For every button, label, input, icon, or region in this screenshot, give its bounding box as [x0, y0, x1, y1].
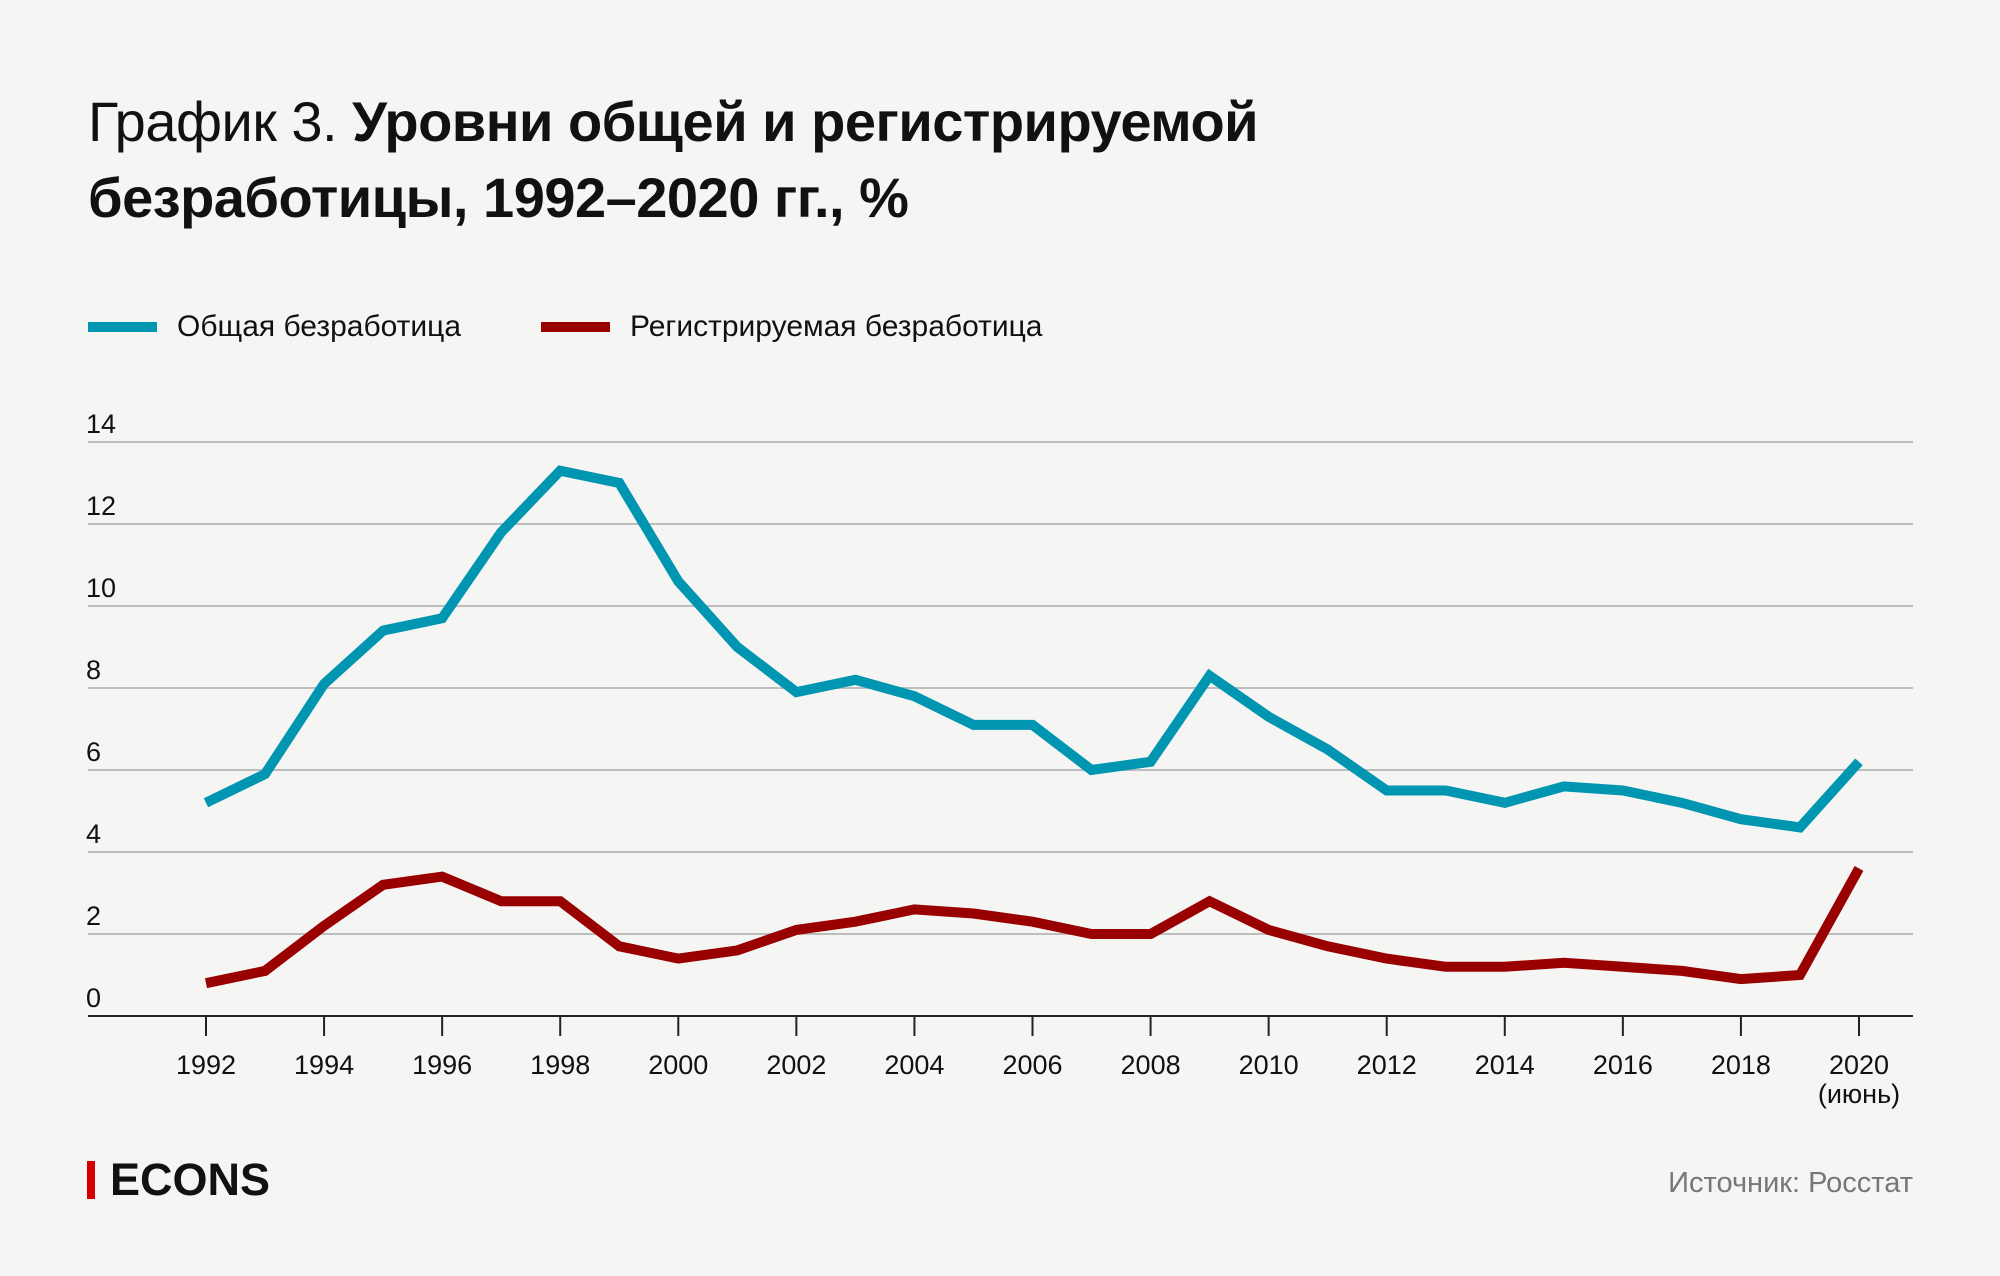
y-tick-label: 10	[86, 573, 116, 603]
legend-swatch-total	[88, 322, 157, 332]
chart-title: График 3. Уровни общей и регистрируемой …	[88, 84, 1588, 236]
y-tick-label: 0	[86, 983, 101, 1013]
x-tick-label: 2010	[1239, 1050, 1299, 1080]
x-axis: 1992 1994 1996 1998 2000 2002 2004 2006 2008 2010…	[88, 1015, 1913, 1109]
y-tick-label: 2	[86, 901, 101, 931]
chart-title-prefix: График 3.	[88, 90, 338, 153]
x-tick-label: 1996	[412, 1050, 472, 1080]
y-tick-label: 4	[86, 819, 101, 849]
legend-item-total: Общая безработица	[88, 310, 461, 344]
y-tick-label: 6	[86, 737, 101, 767]
gridlines	[88, 441, 1913, 935]
legend-item-registered: Регистрируемая безработица	[541, 310, 1042, 344]
x-tick-label: 2004	[884, 1050, 944, 1080]
x-tick-label: 2016	[1593, 1050, 1653, 1080]
legend-label-total: Общая безработица	[177, 310, 462, 343]
series-line-total-unemployment	[203, 465, 1863, 833]
legend: Общая безработица Регистрируемая безрабо…	[88, 302, 1122, 352]
y-tick-label: 8	[86, 655, 101, 685]
x-tick-label: 2006	[1002, 1050, 1062, 1080]
x-tick-label: 2020	[1829, 1050, 1889, 1080]
y-tick-label: 12	[86, 491, 116, 521]
x-tick-label: 1998	[530, 1050, 590, 1080]
y-axis-ticks: 0 2 4 6 8 10 12 14	[86, 409, 116, 1013]
x-tick-label: 2002	[766, 1050, 826, 1080]
x-tick-label: 2000	[648, 1050, 708, 1080]
brand-name: ECONS	[110, 1154, 271, 1205]
legend-swatch-registered	[541, 322, 611, 332]
x-tick-label: 1992	[176, 1050, 236, 1080]
legend-label-registered: Регистрируемая безработица	[630, 310, 1043, 343]
x-tick-label: 1994	[294, 1050, 354, 1080]
x-tick-label: 2018	[1711, 1050, 1771, 1080]
brand-accent-bar	[87, 1161, 95, 1199]
chart-title-main: Уровни общей и регистрируемой безработиц…	[88, 90, 1259, 229]
y-tick-label: 14	[86, 409, 116, 439]
x-tick-label: 2008	[1121, 1050, 1181, 1080]
x-tick-label: 2012	[1357, 1050, 1417, 1080]
x-tick-label: 2014	[1475, 1050, 1535, 1080]
series-lines	[203, 465, 1864, 989]
source-note: Источник: Росстат	[1668, 1167, 1913, 1199]
x-tick-sublabel: (июнь)	[1818, 1079, 1900, 1109]
brand-logo: ECONS	[87, 1154, 271, 1205]
series-line-registered-unemployment	[204, 865, 1864, 989]
